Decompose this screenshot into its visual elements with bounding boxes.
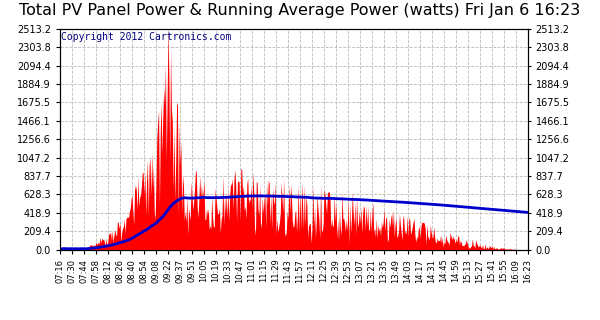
Text: Copyright 2012 Cartronics.com: Copyright 2012 Cartronics.com bbox=[61, 32, 232, 42]
Text: Total PV Panel Power & Running Average Power (watts) Fri Jan 6 16:23: Total PV Panel Power & Running Average P… bbox=[19, 3, 581, 18]
